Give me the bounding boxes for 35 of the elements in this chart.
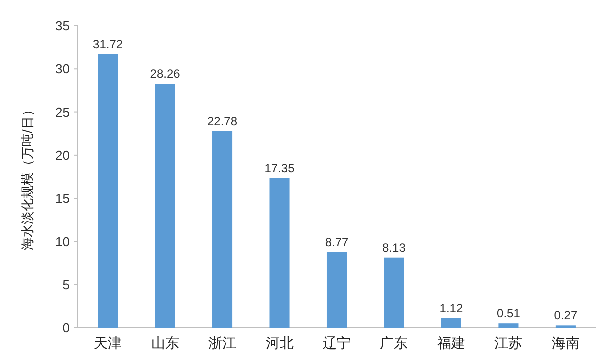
y-tick-label: 0 [62,320,70,336]
bar [270,178,290,328]
bar [326,252,348,328]
x-tick-label: 山东 [151,335,180,351]
x-tick-label: 辽宁 [323,335,351,351]
bar [98,54,118,328]
data-label: 8.77 [325,235,349,250]
y-axis-title: 海水淡化规模（万吨/日） [20,104,35,250]
y-tick-label: 10 [56,234,70,250]
y-tick-label: 25 [56,104,70,120]
bar [384,258,404,328]
bar [212,131,233,328]
x-tick-label: 江苏 [494,335,523,351]
x-tick-label: 天津 [94,335,122,351]
bar [155,84,176,328]
data-label: 22.78 [208,114,238,128]
x-tick-label: 浙江 [208,335,237,351]
y-tick-label: 5 [62,277,70,292]
data-label: 31.72 [93,37,124,52]
y-tick-label: 15 [56,191,70,206]
x-tick-label: 海南 [552,335,580,351]
y-tick-label: 35 [56,18,70,34]
data-label: 8.13 [382,240,406,255]
x-tick-label: 河北 [266,335,294,351]
data-label: 17.35 [264,161,296,176]
y-tick-label: 20 [56,148,70,163]
data-label: 28.26 [150,67,181,82]
x-tick-label: 福建 [437,335,466,351]
y-tick-label: 30 [56,62,70,77]
x-tick-label: 广东 [380,335,408,351]
bar [441,318,462,328]
data-label: 0.51 [497,306,521,321]
data-label: 0.27 [554,308,578,323]
bar [498,324,519,328]
data-label: 1.12 [440,301,464,316]
